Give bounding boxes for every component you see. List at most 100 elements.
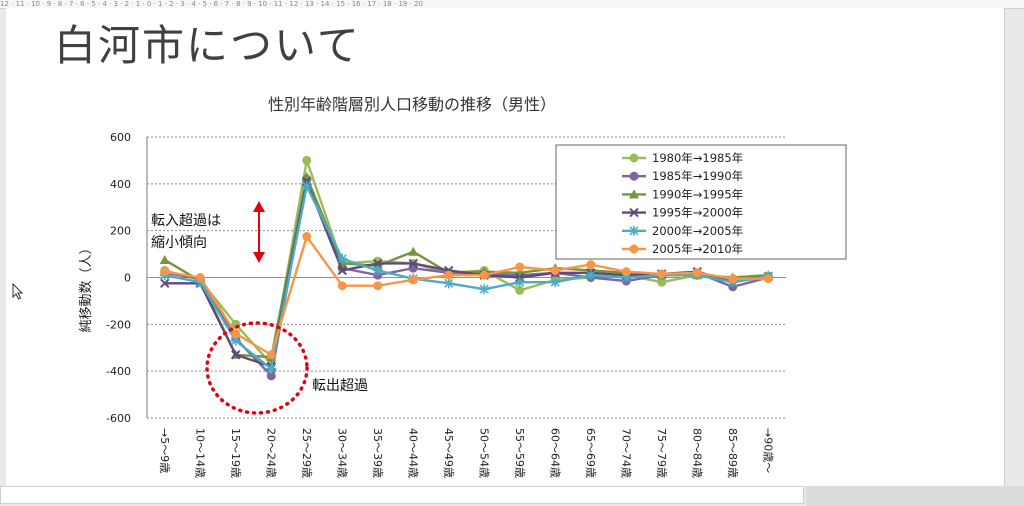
data-point [479,284,490,295]
series-group [159,155,774,381]
data-point [231,350,241,360]
data-point [443,278,454,289]
data-point [337,265,347,276]
data-point [408,258,418,269]
data-point [657,277,667,287]
x-tick-label: 80～84歳 [690,428,703,478]
ruler-ticks: 12 · 11 · 10 · 9 · 8 · 7 · 6 · 5 · 4 · 3… [0,0,423,8]
series-6 [160,232,773,360]
chart-legend: 1980年→1985年 1985年→1990年 1990年→1995年 1995年→2… [555,144,847,260]
data-point [231,329,241,339]
data-point [479,270,489,280]
data-point [301,181,312,192]
x-tick-label: 20～24歳 [264,428,277,478]
data-point [302,155,312,165]
x-tick-label: 50～54歳 [477,428,490,478]
data-point [657,269,667,279]
data-point [302,232,312,242]
legend-item: 1980年→1985年 [622,151,743,165]
horizontal-scrollbar[interactable] [0,486,804,504]
legend-label: 1985年→1990年 [652,169,743,183]
data-point [266,363,277,374]
annotation-outflow: 転出超過 [312,378,368,394]
legend-item: 1995年→2000年 [622,206,743,220]
data-point [550,265,560,275]
y-tick-label: 400 [110,178,131,191]
data-point [159,254,170,264]
data-point [550,277,561,288]
x-tick-label: 45～49歳 [442,428,455,478]
y-tick-label: -600 [106,412,131,425]
mouse-pointer-icon [12,283,24,300]
data-point [692,268,702,278]
legend-item: 2005年→2010年 [622,242,743,256]
x-tick-label: 30～34歳 [335,428,348,478]
x-tick-label: 70～74歳 [619,428,632,478]
data-point [408,246,419,256]
y-tick-label: -200 [106,318,131,331]
data-point [195,273,205,282]
legend-label: 2000年→2005年 [652,224,743,238]
slide-canvas[interactable]: 白河市について 性別年齢階層別人口移動の推移（男性） 600 400 200 0 -20… [6,8,1005,486]
x-tick-label: 85～89歳 [726,428,739,478]
legend-item: 1990年→1995年 [622,187,743,201]
legend-label: 1980年→1985年 [652,151,743,165]
line-chart: 性別年齢階層別人口移動の推移（男性） 600 400 200 0 -200 -400 -60… [79,95,847,478]
data-point [372,265,383,276]
y-tick-label: 600 [110,131,131,144]
x-tick-label: 65～69歳 [584,428,597,478]
y-tick-label: -400 [106,365,131,378]
data-point [444,270,454,280]
chart-title: 性別年齢階層別人口移動の推移（男性） [268,95,556,114]
annotation-inflow-line1: 転入超過は [151,213,221,229]
legend-label: 2005年→2010年 [652,242,743,256]
y-axis-ticks: 600 400 200 0 -200 -400 -600 [106,131,131,425]
data-point [585,270,596,281]
x-axis-ticks: →5～9歳 10～14歳 15～19歳 20～24歳 25～29歳 30～34歳 35～39… [158,428,775,478]
x-tick-label: 40～44歳 [406,428,419,478]
x-tick-label: 35～39歳 [371,428,384,478]
x-tick-label: 60～64歳 [548,428,561,478]
slide-title[interactable]: 白河市について [54,21,361,70]
annotation-inflow-line2: 縮小傾向 [151,235,207,251]
annotations: 転入超過は 縮小傾向 転出超過 [151,201,368,415]
data-point [515,262,525,272]
data-point [373,281,383,291]
y-axis-label: 純移動数（人） [79,241,94,332]
series-line [164,184,769,371]
data-point [586,260,596,270]
chart-object[interactable]: 性別年齢階層別人口移動の推移（男性） 600 400 200 0 -200 -400 -60… [50,77,856,486]
x-tick-label: 15～19歳 [229,428,242,478]
data-point [266,350,276,360]
x-tick-label: →90歳～ [761,428,774,473]
y-tick-label: 0 [124,272,131,285]
data-point [160,267,170,277]
data-point [266,371,276,381]
data-point [160,278,170,289]
x-tick-label: 25～29歳 [300,428,313,478]
data-point [514,277,525,288]
legend-label: 1990年→1995年 [652,187,743,201]
data-point [337,281,347,291]
data-point [408,275,418,285]
double-arrow-icon [253,201,265,263]
series-line [164,235,769,356]
x-tick-label: 10～14歳 [193,428,206,478]
legend-item: 1985年→1990年 [622,169,743,183]
data-point [195,277,206,288]
data-point [621,267,631,277]
x-tick-label: 55～59歳 [513,428,526,478]
data-point [515,285,525,295]
status-area [806,486,1024,506]
legend-item: 2000年→2005年 [622,224,743,238]
x-tick-label: 75～79歳 [655,428,668,478]
legend-label: 1995年→2000年 [652,206,743,220]
data-point [728,274,738,284]
data-point [763,274,773,284]
x-tick-label: →5～9歳 [158,428,171,473]
data-point [621,272,632,283]
y-tick-label: 200 [110,225,131,238]
data-point [373,258,383,269]
dotted-circle-highlight [205,321,309,415]
data-point [337,253,348,264]
